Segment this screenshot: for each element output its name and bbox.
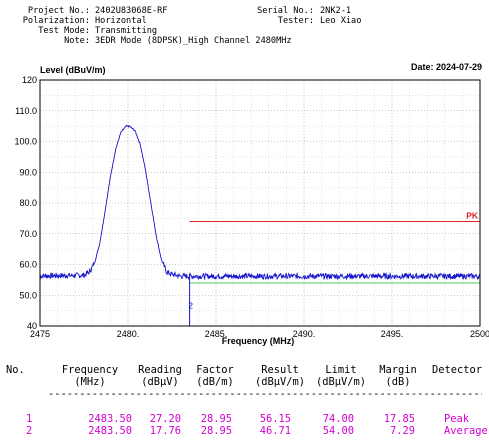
serial-label: Serial No.:: [257, 6, 314, 16]
row-1-no: 1: [26, 413, 33, 425]
x-axis-label: Frequency (MHz): [222, 336, 295, 346]
row-1-reading: 27.20: [149, 413, 181, 425]
row-2-frequency: 2483.50: [88, 425, 132, 437]
project-label: Project No.:: [27, 6, 90, 16]
results-table: No. Frequency (MHz) Reading (dBμV) Facto…: [0, 356, 489, 442]
header-result: Result: [261, 364, 299, 376]
tick-labels: 2475 2480. 2485. 2490. 2495. 2500 40 50.0 60.0 70…: [14, 75, 489, 339]
row-1-limit: 74.00: [322, 413, 354, 425]
y-tick-label: 110.0: [15, 106, 37, 116]
header-frequency: Frequency: [61, 364, 119, 376]
y-tick-label: 50.0: [19, 290, 37, 300]
y-axis-label: Level (dBuV/m): [40, 65, 106, 75]
header-no: No.: [6, 364, 25, 376]
polarization-label: Polarization:: [22, 16, 90, 26]
header-result-unit: (dBμV/m): [254, 376, 306, 388]
row-1-factor: 28.95: [200, 413, 232, 425]
report-header: Project No.: 2402U83068E-RF Polarization…: [0, 0, 489, 60]
y-tick-label: 70.0: [19, 229, 37, 239]
test-mode-label: Test Mode:: [38, 26, 90, 36]
row-2-reading: 17.76: [149, 425, 181, 437]
header-reading: Reading: [138, 364, 182, 376]
row-2-margin: 7.29: [389, 425, 415, 437]
chart-grid: [40, 80, 480, 326]
row-1-result: 56.15: [259, 413, 291, 425]
header-frequency-unit: (MHz): [74, 376, 106, 388]
row-1-detector: Peak: [444, 413, 470, 425]
y-tick-label: 100.0: [14, 137, 37, 147]
project-value: 2402U83068E-RF: [95, 6, 168, 16]
row-2-detector: Average: [444, 425, 488, 437]
y-tick-label: 40: [27, 321, 37, 331]
marker-label: 2: [188, 300, 193, 310]
y-tick-label: 80.0: [19, 198, 37, 208]
x-tick-label: 2475: [30, 329, 50, 339]
table-separator: ----------------------------------------…: [48, 388, 482, 400]
row-2-result: 46.71: [259, 425, 291, 437]
polarization-value: Horizontal: [95, 16, 147, 26]
test-mode-value: Transmitting: [95, 26, 158, 36]
header-limit-unit: (dBμV/m): [315, 376, 367, 388]
header-reading-unit: (dBμV): [141, 376, 179, 388]
serial-value: 2NK2-1: [320, 6, 352, 16]
y-tick-label: 60.0: [19, 260, 37, 270]
chart-series: [39, 124, 481, 281]
header-limit: Limit: [325, 364, 357, 376]
header-factor-unit: (dB/m): [196, 376, 234, 388]
date-label: Date: 2024-07-29: [411, 62, 482, 72]
y-tick-label: 90.0: [19, 167, 37, 177]
x-tick-label: 2495.: [381, 329, 404, 339]
plot-frame: [39, 79, 481, 327]
header-detector: Detector: [432, 364, 483, 376]
x-tick-label: 2490.: [293, 329, 316, 339]
header-factor: Factor: [196, 364, 234, 376]
limit-lines: PK: [189, 210, 480, 284]
row-2-factor: 28.95: [200, 425, 232, 437]
emission-chart: PK 2 2475 2480. 2485. 2490. 2495. 2500 40 50.0 6…: [14, 62, 489, 346]
row-1-frequency: 2483.50: [88, 413, 132, 425]
marker-layer: 2: [188, 273, 193, 326]
note-value: 3EDR Mode (8DPSK)_High Channel 2480MHz: [95, 36, 292, 46]
note-label: Note:: [64, 36, 90, 46]
x-tick-label: 2480.: [117, 329, 140, 339]
tester-label: Tester:: [277, 16, 314, 26]
measurement-trace: [39, 124, 481, 281]
header-margin-unit: (dB): [385, 376, 411, 388]
limit-line-label: PK: [466, 210, 479, 220]
x-tick-label: 2500: [470, 329, 489, 339]
tester-value: Leo Xiao: [320, 16, 362, 26]
row-2-no: 2: [26, 425, 33, 437]
x-tick-label: 2485.: [205, 329, 228, 339]
row-2-limit: 54.00: [322, 425, 354, 437]
y-tick-label: 120: [22, 75, 37, 85]
header-margin: Margin: [379, 364, 417, 376]
row-1-margin: 17.85: [383, 413, 415, 425]
